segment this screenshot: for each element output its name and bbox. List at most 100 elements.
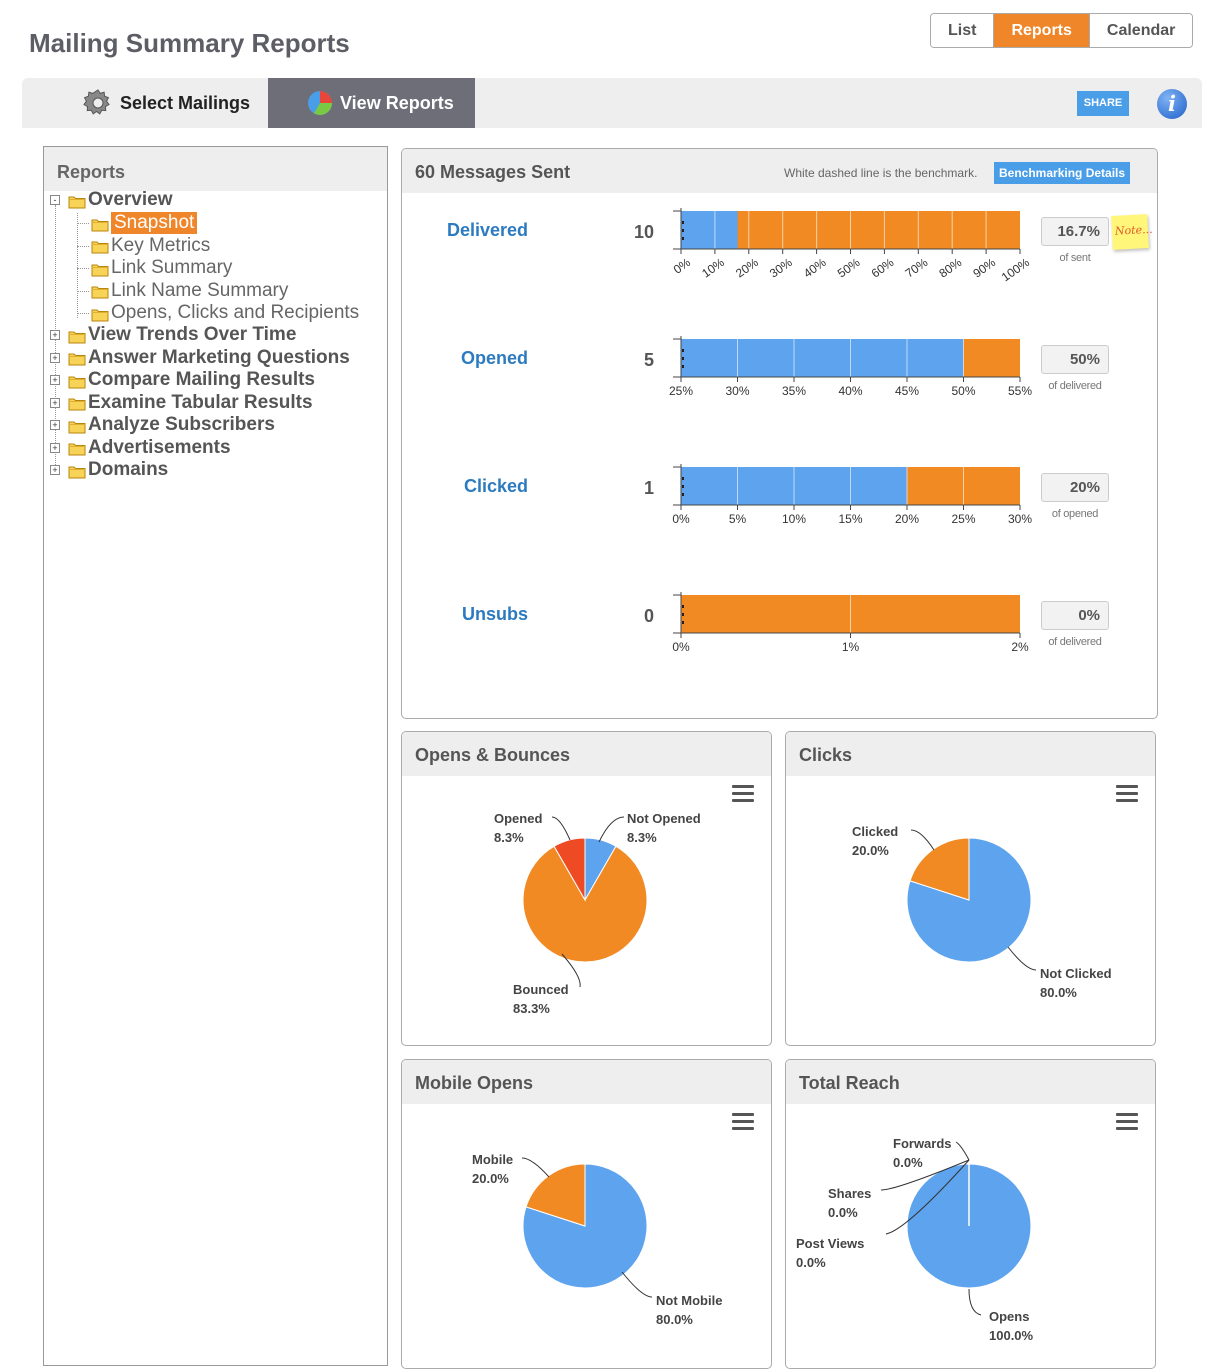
tree-item-compare-mailing-results[interactable]: Compare Mailing Results — [68, 369, 315, 391]
tree-item-label: Link Name Summary — [111, 279, 289, 301]
pie-data-label: Bounced 83.3% — [513, 980, 569, 1018]
tree-item-key-metrics[interactable]: Key Metrics — [91, 235, 210, 257]
bar-value — [681, 211, 738, 249]
pie-label-name: Forwards — [893, 1136, 952, 1151]
axis-tick-label: 10% — [782, 512, 806, 526]
pie-label-connector — [561, 953, 581, 988]
tree-connector — [55, 205, 56, 475]
expand-icon[interactable]: + — [50, 330, 60, 340]
metric-label-clicked[interactable]: Clicked — [463, 476, 528, 496]
metric-bar-chart: 0% 10% 20% 30% 40% 50% 60% 70% 80% 90% 100% — [671, 208, 1032, 284]
tree-item-link-summary[interactable]: Link Summary — [91, 257, 232, 279]
clicks-title: Clicks — [786, 732, 1155, 776]
note-sticky-icon[interactable]: Note... — [1111, 214, 1153, 250]
pie-slice-opened[interactable] — [553, 837, 586, 902]
axis-tick-label: 40% — [838, 384, 862, 398]
pie-label-value: 8.3% — [627, 830, 657, 845]
axis-tick-label: 20% — [733, 255, 761, 280]
pie-label-name: Opened — [494, 811, 543, 826]
tree-item-view-trends-over-time[interactable]: View Trends Over Time — [68, 324, 296, 346]
folder-icon — [68, 441, 86, 456]
axis-tick-label: 0% — [672, 640, 690, 654]
tree-item-link-name-summary[interactable]: Link Name Summary — [91, 280, 288, 302]
view-reports-button[interactable]: Reports — [993, 14, 1089, 47]
pie-data-label: Not Clicked 80.0% — [1040, 964, 1112, 1002]
tree-item-opens-clicks-and-recipients[interactable]: Opens, Clicks and Recipients — [91, 302, 359, 324]
expand-icon[interactable]: + — [50, 397, 60, 408]
pie-label-name: Opens — [989, 1309, 1030, 1324]
tree-connector — [77, 268, 89, 269]
folder-icon — [91, 262, 109, 276]
folder-icon — [68, 194, 86, 208]
axis-tick-label: 25% — [951, 512, 975, 526]
metric-percent-caption: of opened — [1051, 508, 1099, 520]
axis-tick-label: 40% — [801, 255, 829, 280]
expand-icon[interactable]: + — [50, 442, 60, 453]
metric-label-delivered[interactable]: Delivered — [446, 220, 528, 240]
pie-label-connector — [521, 1157, 550, 1178]
expand-icon[interactable]: + — [50, 352, 60, 363]
view-list-button[interactable]: List — [931, 14, 994, 47]
pie-data-label: Post Views 0.0% — [796, 1234, 864, 1272]
benchmarking-details-button[interactable]: Benchmarking Details — [994, 162, 1131, 184]
folder-icon — [68, 396, 86, 411]
pie-chart — [880, 1141, 1032, 1316]
metric-percent-caption: of delivered — [1048, 636, 1102, 648]
expand-icon[interactable]: + — [50, 375, 60, 385]
collapse-icon[interactable]: - — [50, 195, 60, 205]
pie-label-name: Clicked — [852, 824, 899, 839]
pie-data-label: Clicked 20.0% — [852, 822, 898, 860]
metric-bar-chart: 25% 30% 35% 40% 45% 50% 55% — [669, 336, 1032, 398]
tree-item-label: Snapshot — [111, 212, 198, 234]
benchmark-note: White dashed line is the benchmark. — [784, 166, 978, 180]
pie-data-label: Mobile 20.0% — [472, 1150, 513, 1188]
tree-item-analyze-subscribers[interactable]: Analyze Subscribers — [68, 414, 275, 436]
tab-view-reports[interactable]: View Reports — [268, 78, 475, 128]
tree-item-examine-tabular-results[interactable]: Examine Tabular Results — [68, 392, 313, 414]
pie-slice-clicked[interactable] — [909, 837, 970, 901]
pie-label-connector — [598, 816, 625, 843]
tree-item-overview[interactable]: Overview — [68, 189, 173, 211]
pie-slice-bounced[interactable] — [522, 845, 648, 963]
chart-menu-icon[interactable] — [732, 1113, 754, 1131]
axis-tick-label: 100% — [999, 255, 1032, 284]
info-icon[interactable]: i — [1157, 89, 1187, 119]
pie-label-value: 20.0% — [852, 843, 889, 858]
tab-select-mailings[interactable]: Select Mailings — [82, 78, 250, 128]
tree-item-snapshot[interactable]: Snapshot — [91, 212, 198, 234]
share-button[interactable]: SHARE — [1077, 91, 1129, 116]
metric-count: 5 — [643, 350, 654, 370]
expand-icon[interactable]: + — [50, 465, 60, 475]
pie-chart — [906, 829, 1037, 971]
axis-tick-label: 1% — [842, 640, 860, 654]
pie-data-label: Not Mobile 80.0% — [656, 1291, 722, 1329]
tree-item-advertisements[interactable]: Advertisements — [68, 437, 231, 459]
metric-label-opened[interactable]: Opened — [460, 348, 528, 368]
pie-label-connector — [968, 1288, 982, 1316]
tree-item-domains[interactable]: Domains — [68, 459, 168, 481]
chart-menu-icon[interactable] — [1116, 1113, 1138, 1131]
tree-connector — [77, 313, 89, 314]
pie-chart — [521, 1157, 653, 1298]
tree-item-label: View Trends Over Time — [88, 324, 297, 345]
pie-label-value: 20.0% — [472, 1171, 509, 1186]
chart-menu-icon[interactable] — [1116, 785, 1138, 803]
tree-item-label: Examine Tabular Results — [88, 391, 313, 413]
tree-item-answer-marketing-questions[interactable]: Answer Marketing Questions — [68, 347, 350, 369]
metric-label-unsubs[interactable]: Unsubs — [461, 604, 528, 624]
view-calendar-button[interactable]: Calendar — [1088, 14, 1193, 47]
clicks-panel: Clicks Not Clicked 80.0% Clicked 20.0% — [785, 731, 1156, 1046]
chart-menu-icon[interactable] — [732, 785, 754, 803]
tree-item-label: Domains — [88, 459, 169, 480]
axis-tick-label: 0% — [671, 255, 694, 277]
axis-tick-label: 10% — [699, 255, 727, 280]
pie-label-connector — [910, 829, 935, 851]
folder-icon — [68, 464, 86, 478]
pie-label-value: 0.0% — [828, 1205, 858, 1220]
expand-icon[interactable]: + — [50, 420, 60, 430]
pie-label-value: 83.3% — [513, 1001, 550, 1016]
axis-tick-label: 80% — [936, 255, 964, 280]
tree-item-label: Opens, Clicks and Recipients — [111, 302, 360, 323]
pie-label-connector — [1007, 946, 1037, 971]
metric-count: 0 — [643, 606, 654, 626]
